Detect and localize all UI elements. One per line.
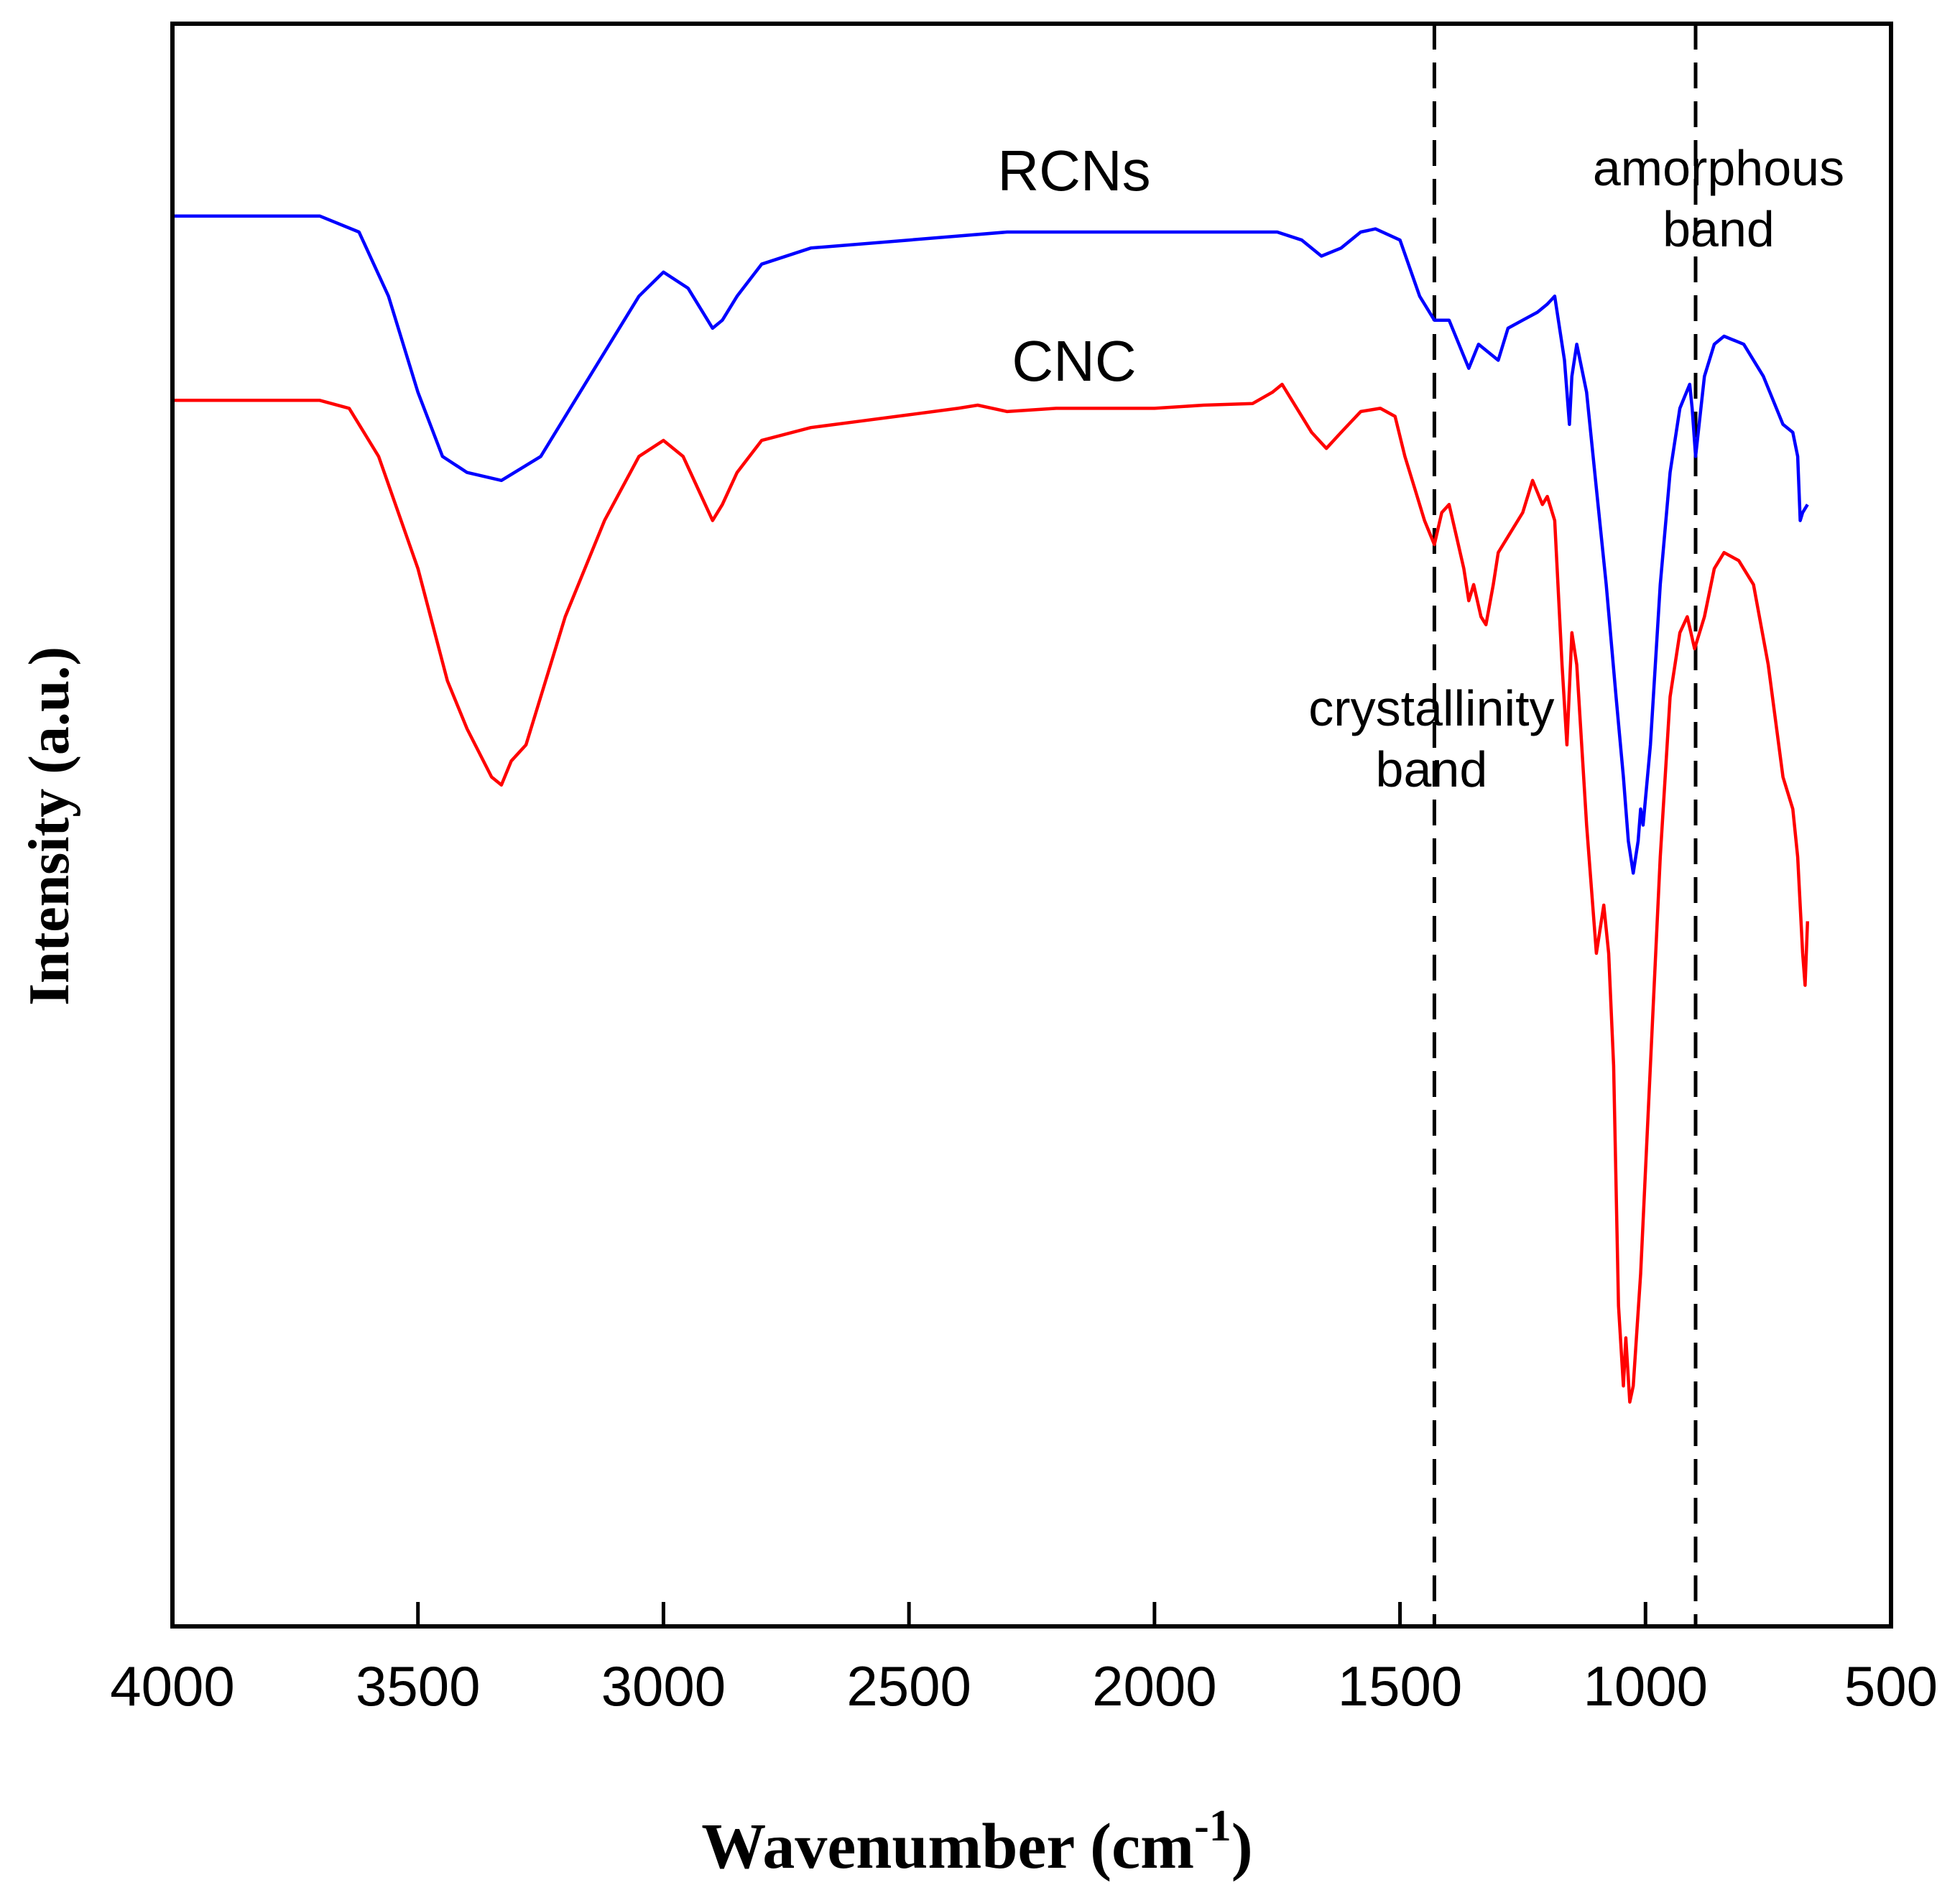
series-labels: RCNs CNC <box>997 139 1150 393</box>
series-line-cnc <box>172 382 1810 1404</box>
plot-frame <box>170 22 1893 1629</box>
reference-label-0-line-1: band <box>1376 741 1488 797</box>
x-tick-label-3000: 3000 <box>601 1654 726 1718</box>
reference-label-0-line-0: crystallinity <box>1308 680 1554 736</box>
y-axis-title: Intensity (a.u.) <box>18 647 81 1006</box>
reference-label-1-line-1: band <box>1663 201 1775 257</box>
x-axis-ticks <box>170 1602 1893 1626</box>
reference-label-1-line-0: amorphous <box>1593 140 1844 196</box>
x-axis-title: Wavenumber (cm-1) <box>701 1802 1252 1882</box>
x-tick-label-2000: 2000 <box>1092 1654 1217 1718</box>
series-label-rcns: RCNs <box>997 139 1150 203</box>
x-axis-tick-labels: 4000 3500 3000 2500 2000 1500 1000 500 <box>110 1654 1938 1718</box>
x-tick-label-3500: 3500 <box>356 1654 481 1718</box>
x-tick-label-4000: 4000 <box>110 1654 235 1718</box>
reference-lines <box>1432 24 1698 1626</box>
x-tick-label-1500: 1500 <box>1338 1654 1463 1718</box>
series-label-cnc: CNC <box>1012 329 1136 393</box>
x-tick-label-500: 500 <box>1844 1654 1938 1718</box>
x-tick-label-2500: 2500 <box>846 1654 971 1718</box>
series-layer <box>172 214 1810 1404</box>
series-line-rcns <box>172 214 1809 875</box>
x-tick-label-1000: 1000 <box>1584 1654 1709 1718</box>
